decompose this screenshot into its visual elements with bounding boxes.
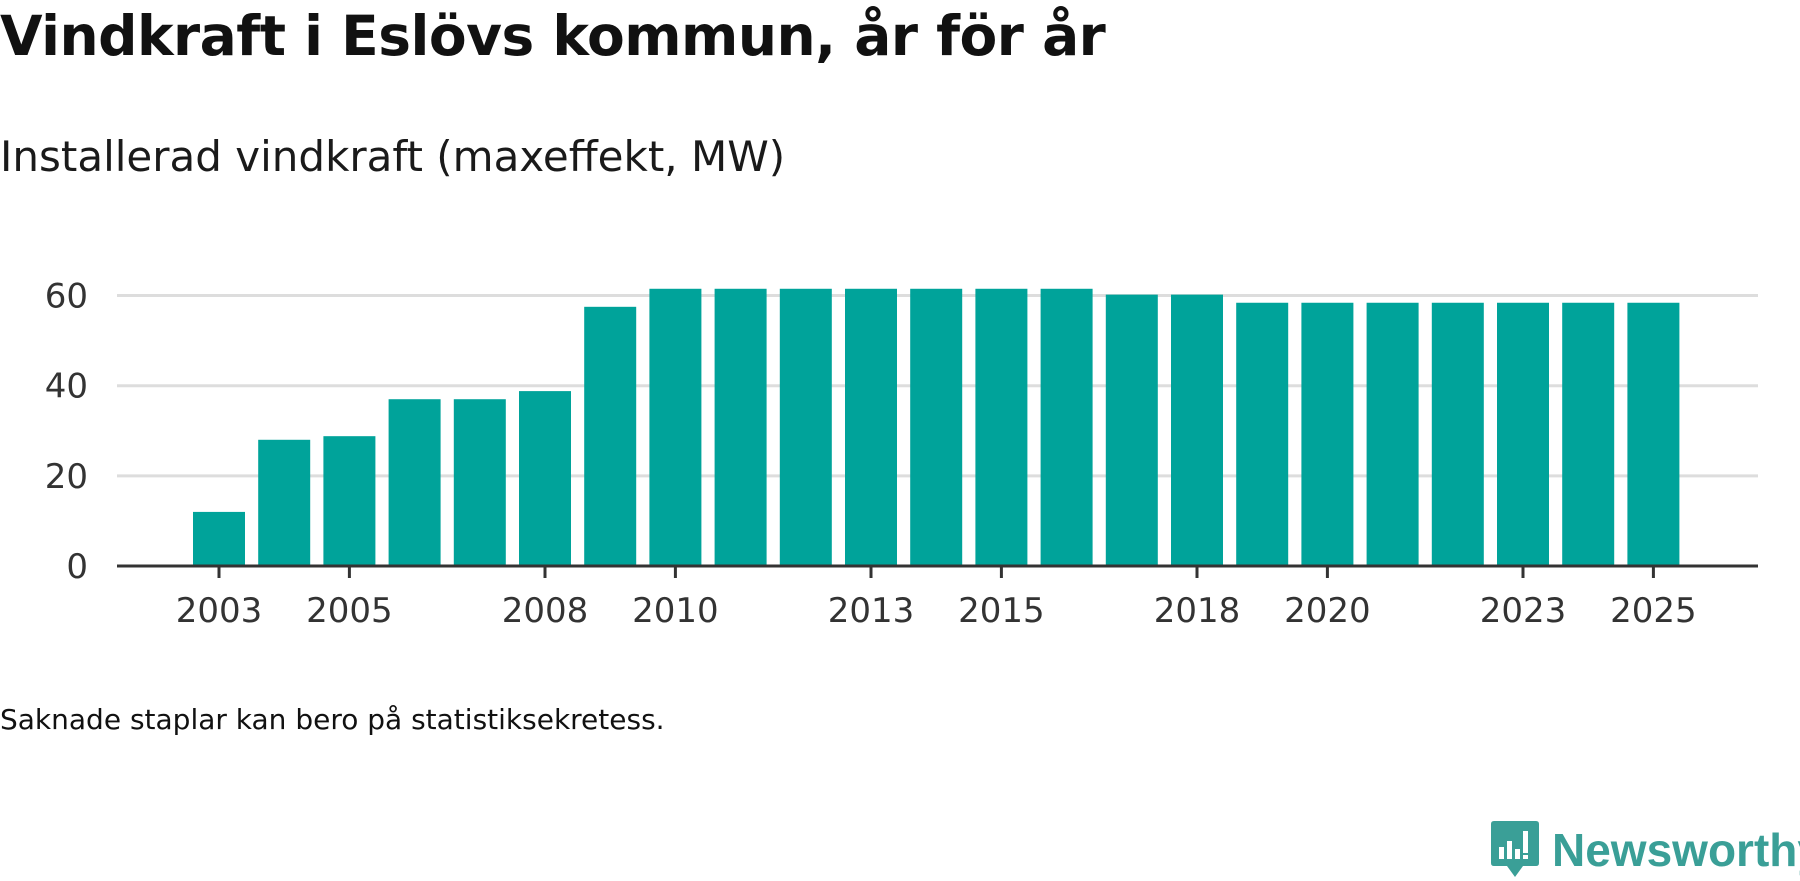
bar-chart: 0 20 40 60 2003 2005 2008 2010 2013 2015 2018 2020… [45,277,1758,630]
y-tick-label: 0 [66,547,88,587]
bar-2006 [388,399,441,566]
brand-name: Newsworthy [1552,824,1800,876]
bar-2003 [193,511,245,566]
y-tick-label: 40 [45,367,88,407]
chart-title: Vindkraft i Eslövs kommun, år för år [0,4,1106,68]
x-tick-label: 2008 [502,591,589,630]
bar-2010 [649,288,702,566]
bar-2019 [1236,302,1289,566]
bar-2012 [779,288,832,566]
bar-2008 [519,391,571,566]
newsworthy-logo-icon [1491,821,1539,877]
bar-2016 [1040,288,1093,566]
brand-logo: Newsworthy [1490,820,1800,880]
footnote: Saknade staplar kan bero på statistiksek… [0,703,665,736]
bar-2013 [845,288,897,566]
x-tick-label: 2015 [958,591,1045,630]
y-tick-label: 20 [45,457,88,497]
bar-2015 [975,288,1028,566]
x-tick-label: 2005 [306,591,393,630]
bar-2011 [714,288,767,566]
x-tick-label: 2013 [828,591,915,630]
bar-2023 [1497,302,1549,566]
x-tick-label: 2010 [632,591,719,630]
bar-2004 [258,439,311,566]
chart-subtitle: Installerad vindkraft (maxeffekt, MW) [0,132,786,181]
y-tick-label: 60 [45,277,88,317]
bar-2018 [1171,294,1223,566]
x-tick-label: 2003 [176,591,263,630]
x-tick-label: 2018 [1154,591,1241,630]
bar-2020 [1301,302,1354,566]
x-tick-label: 2023 [1480,591,1567,630]
bars [193,288,1680,566]
bar-2025 [1627,302,1680,566]
bar-2005 [323,436,376,566]
bar-2017 [1105,294,1158,566]
x-axis-ticks: 2003 2005 2008 2010 2013 2015 2018 2020 2023 2025 [176,566,1697,630]
x-tick-label: 2025 [1610,591,1697,630]
bar-2007 [453,399,506,566]
bar-2021 [1366,302,1419,566]
bar-2014 [910,288,963,566]
x-tick-label: 2020 [1284,591,1371,630]
bar-2024 [1562,302,1615,566]
bar-2009 [584,306,637,566]
y-axis-ticks: 0 20 40 60 [45,277,88,587]
bar-2022 [1431,302,1484,566]
